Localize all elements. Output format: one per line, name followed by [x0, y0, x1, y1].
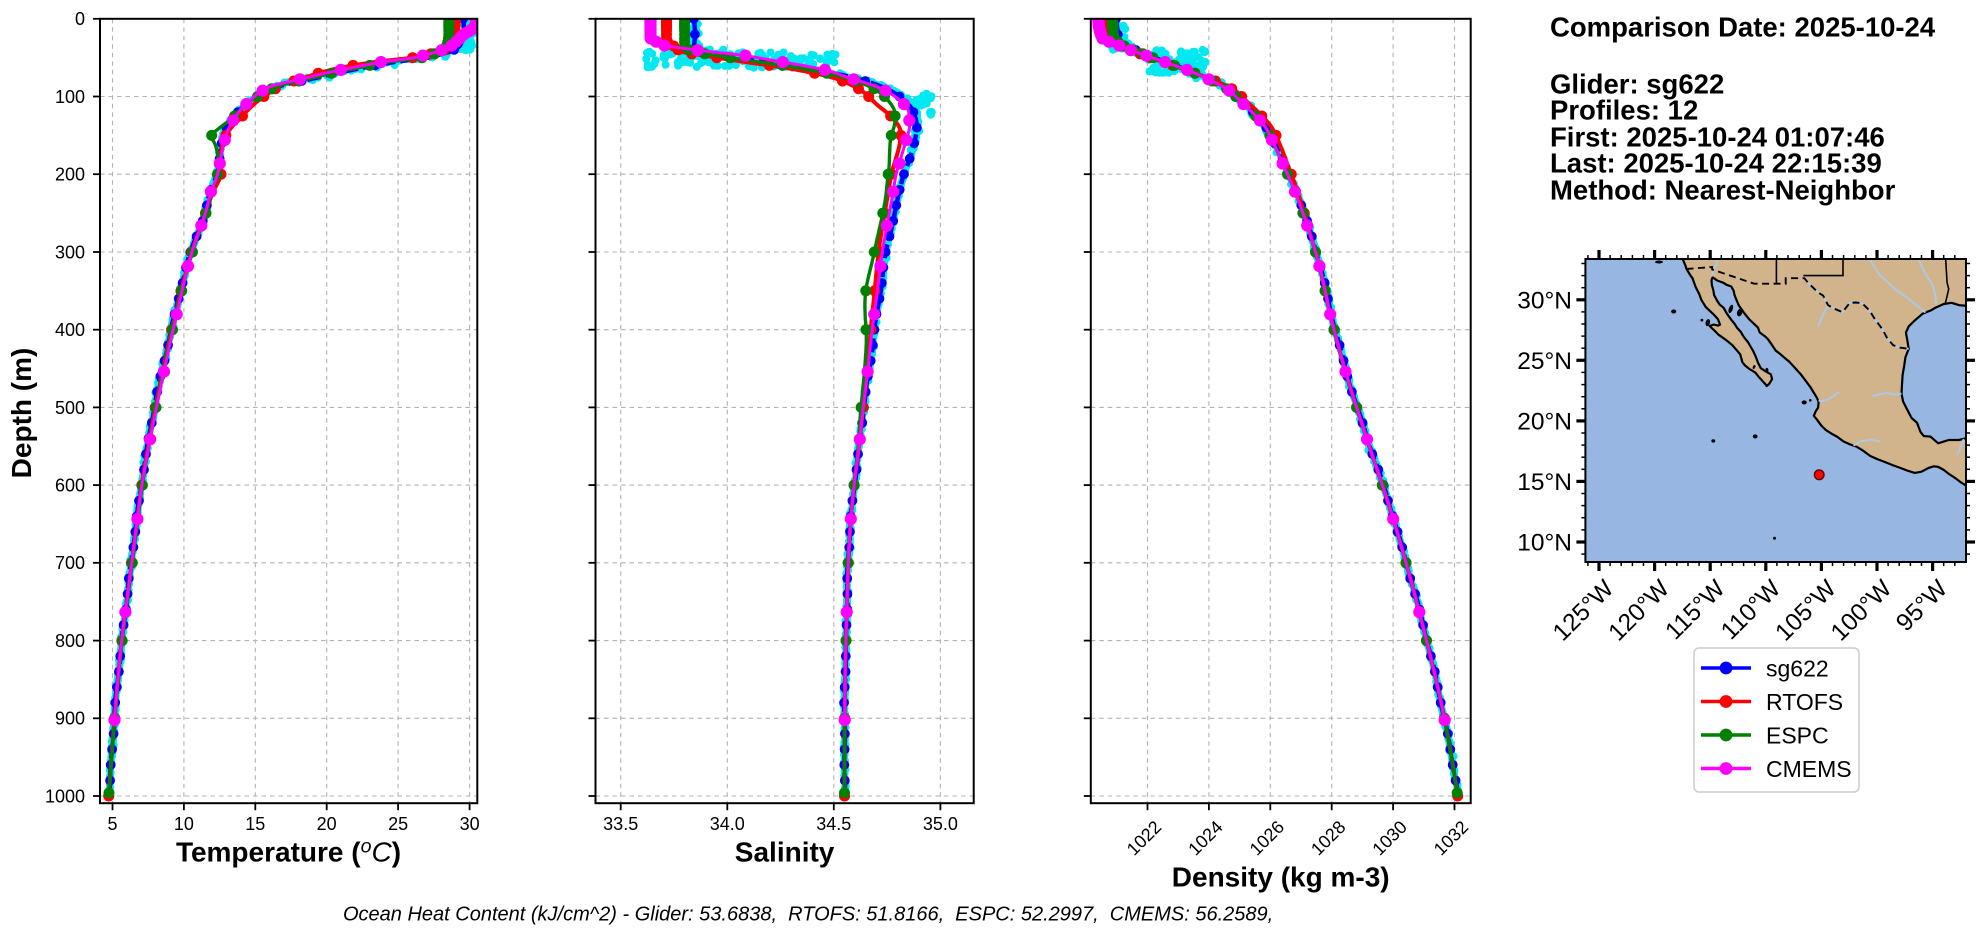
svg-text:Ocean Heat Content (kJ/cm^2) -: Ocean Heat Content (kJ/cm^2) - Glider: 5… [343, 904, 1273, 926]
svg-text:15°N: 15°N [1517, 469, 1572, 496]
svg-text:25°N: 25°N [1517, 348, 1572, 375]
svg-text:30°N: 30°N [1517, 288, 1572, 315]
svg-text:CMEMS: CMEMS [1766, 756, 1852, 782]
svg-text:Method: Nearest-Neighbor: Method: Nearest-Neighbor [1550, 174, 1896, 205]
svg-text:5: 5 [107, 814, 117, 834]
svg-text:Density (kg m-3): Density (kg m-3) [1172, 861, 1390, 892]
svg-text:900: 900 [55, 709, 85, 729]
svg-text:Glider: sg622: Glider: sg622 [1550, 68, 1724, 99]
svg-text:ESPC: ESPC [1766, 722, 1829, 748]
svg-text:15: 15 [245, 814, 265, 834]
svg-text:35.0: 35.0 [923, 814, 958, 834]
svg-text:800: 800 [55, 631, 85, 651]
svg-text:700: 700 [55, 553, 85, 573]
svg-text:Salinity: Salinity [735, 837, 835, 868]
svg-text:RTOFS: RTOFS [1766, 689, 1843, 715]
svg-text:10: 10 [174, 814, 194, 834]
svg-text:20°N: 20°N [1517, 409, 1572, 436]
svg-text:400: 400 [55, 320, 85, 340]
svg-text:Comparison Date: 2025-10-24: Comparison Date: 2025-10-24 [1550, 11, 1936, 42]
svg-text:Last: 2025-10-24 22:15:39: Last: 2025-10-24 22:15:39 [1550, 148, 1882, 179]
svg-text:20: 20 [317, 814, 337, 834]
svg-text:Depth (m): Depth (m) [6, 348, 37, 479]
svg-text:34.5: 34.5 [816, 814, 851, 834]
svg-text:500: 500 [55, 398, 85, 418]
svg-text:First: 2025-10-24 01:07:46: First: 2025-10-24 01:07:46 [1550, 121, 1885, 152]
svg-text:200: 200 [55, 165, 85, 185]
svg-text:34.0: 34.0 [710, 814, 745, 834]
svg-text:30: 30 [460, 814, 480, 834]
svg-text:sg622: sg622 [1766, 655, 1829, 681]
svg-text:600: 600 [55, 476, 85, 496]
svg-text:33.5: 33.5 [603, 814, 638, 834]
svg-text:10°N: 10°N [1517, 530, 1572, 557]
svg-text:0: 0 [75, 9, 85, 29]
svg-text:25: 25 [388, 814, 408, 834]
svg-text:100: 100 [55, 87, 85, 107]
svg-text:1000: 1000 [45, 786, 85, 806]
svg-text:300: 300 [55, 242, 85, 262]
svg-text:Profiles: 12: Profiles: 12 [1550, 95, 1698, 126]
